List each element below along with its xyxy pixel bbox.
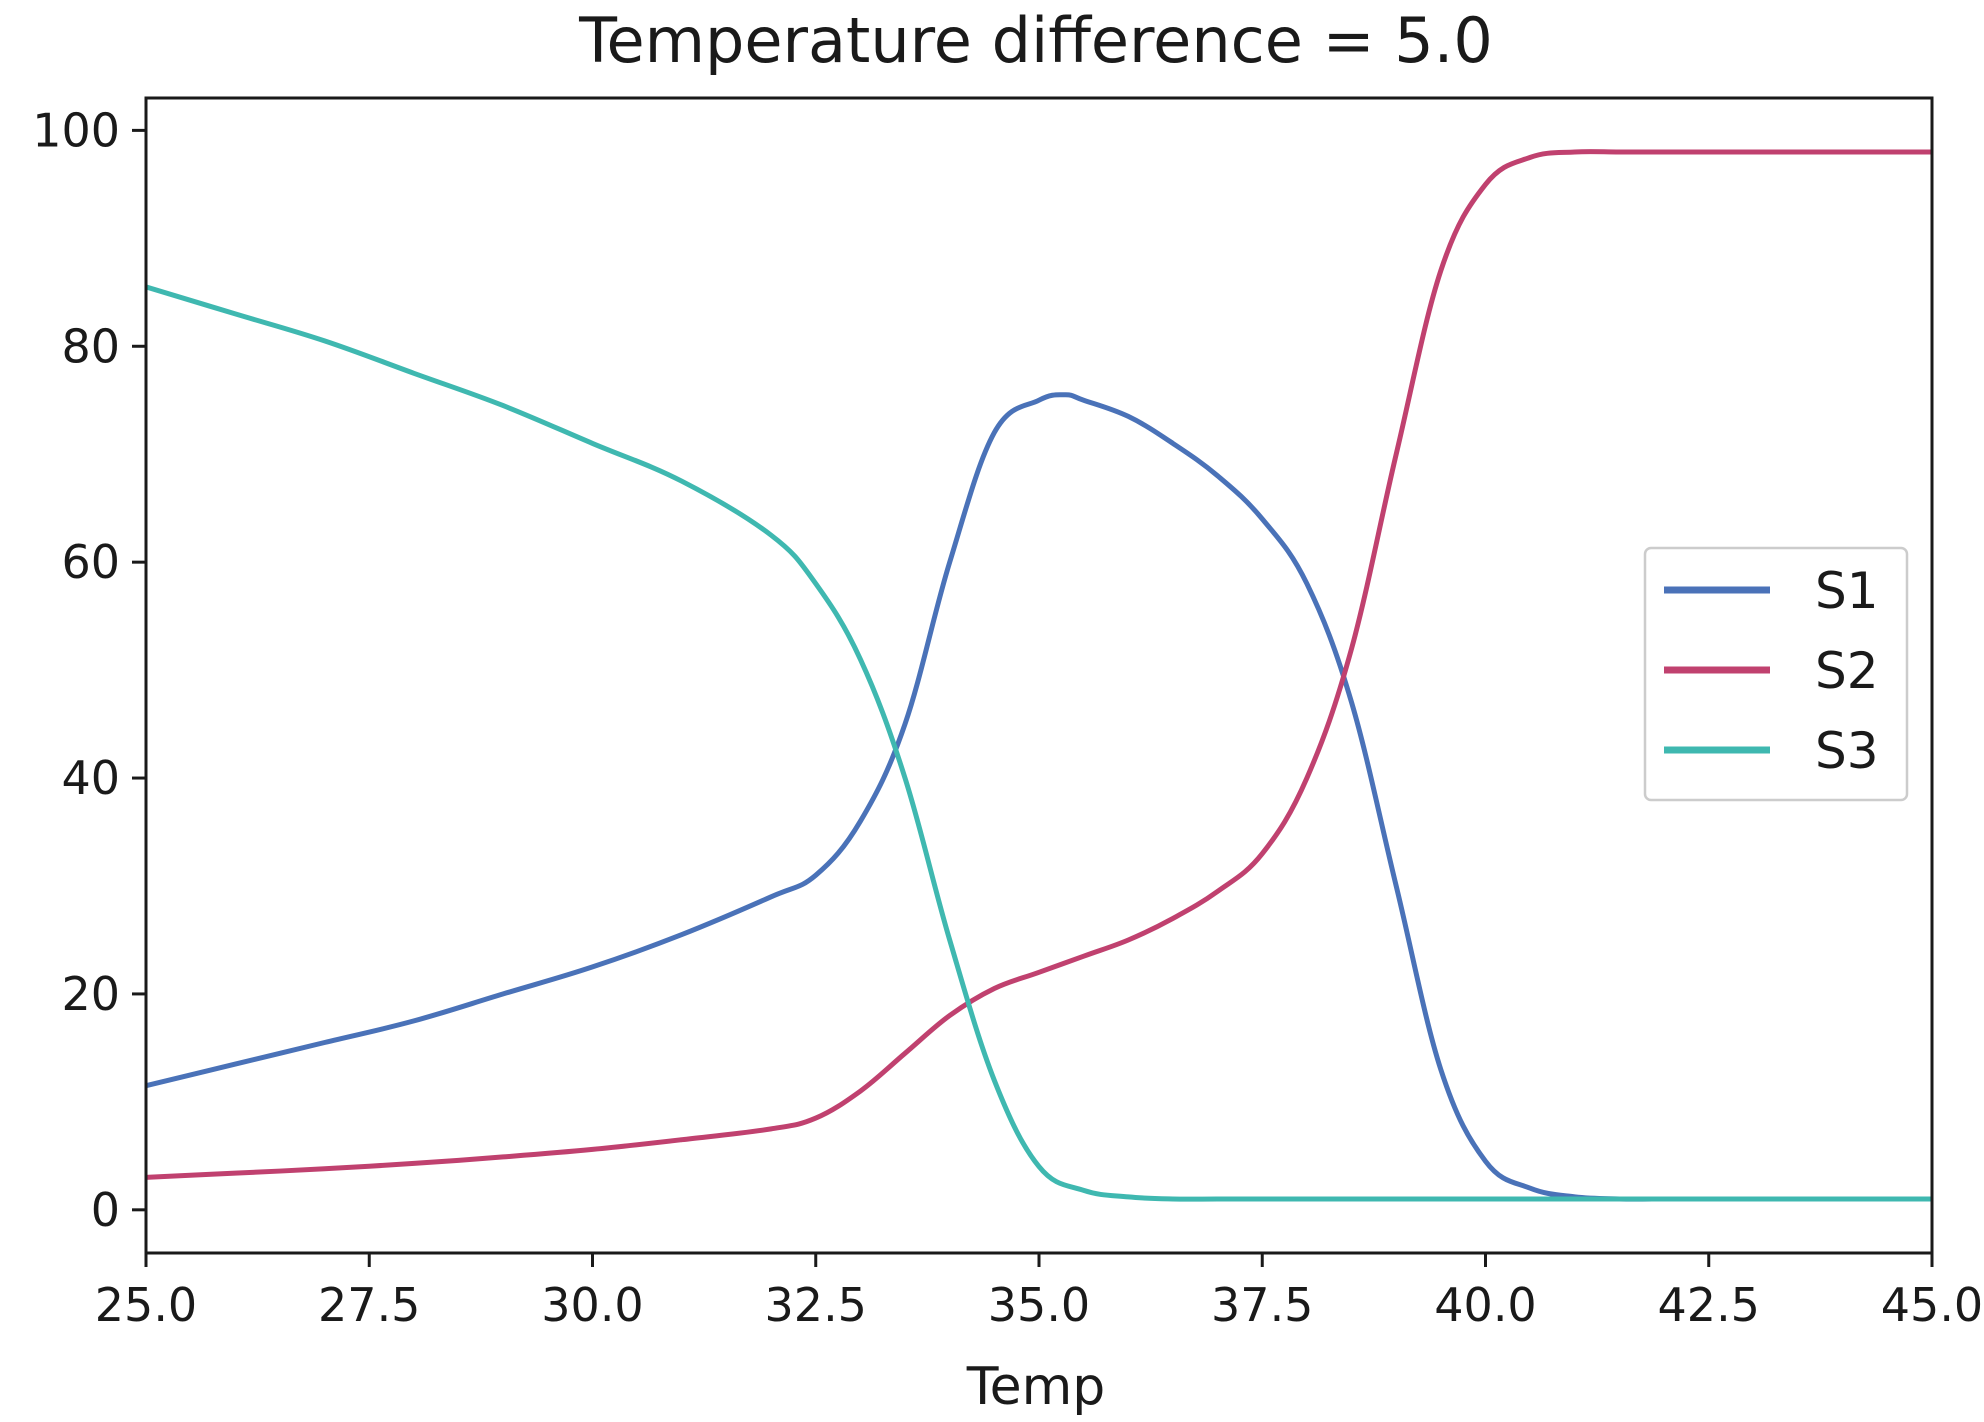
- legend-label-s2: S2: [1815, 642, 1879, 700]
- plot-frame: [144, 96, 1934, 1255]
- series-line-s1: [146, 392, 1932, 1202]
- y-tick-label: 80: [61, 319, 120, 373]
- x-tick-label: 27.5: [318, 1278, 420, 1332]
- plot-series: [146, 149, 1932, 1202]
- y-axis-ticks: 0 20 40 60 80 100: [32, 103, 146, 1237]
- series-line-s3: [146, 284, 1932, 1202]
- x-tick-label: 35.0: [988, 1278, 1090, 1332]
- y-tick-label: 0: [91, 1183, 120, 1237]
- series-line-s2: [146, 149, 1932, 1180]
- x-axis-title: Temp: [966, 1357, 1106, 1417]
- y-tick-label: 40: [61, 751, 120, 805]
- legend: S1 S2 S3: [1643, 546, 1909, 802]
- x-tick-label: 45.0: [1881, 1278, 1983, 1332]
- y-tick-label: 20: [61, 967, 120, 1021]
- x-tick-label: 30.0: [541, 1278, 643, 1332]
- x-tick-label: 40.0: [1434, 1278, 1536, 1332]
- chart-title: Temperature difference = 5.0: [578, 4, 1493, 77]
- x-tick-label: 32.5: [765, 1278, 867, 1332]
- legend-label-s3: S3: [1815, 722, 1879, 780]
- x-tick-label: 42.5: [1658, 1278, 1760, 1332]
- x-tick-label: 37.5: [1211, 1278, 1313, 1332]
- x-tick-label: 25.0: [95, 1278, 197, 1332]
- x-axis-ticks: 25.0 27.5 30.0 32.5 35.0 37.5 40.0 42.5 45.0: [95, 1253, 1983, 1332]
- legend-box: [1643, 546, 1909, 802]
- y-tick-label: 100: [32, 103, 120, 157]
- legend-label-s1: S1: [1815, 562, 1879, 620]
- y-tick-label: 60: [61, 535, 120, 589]
